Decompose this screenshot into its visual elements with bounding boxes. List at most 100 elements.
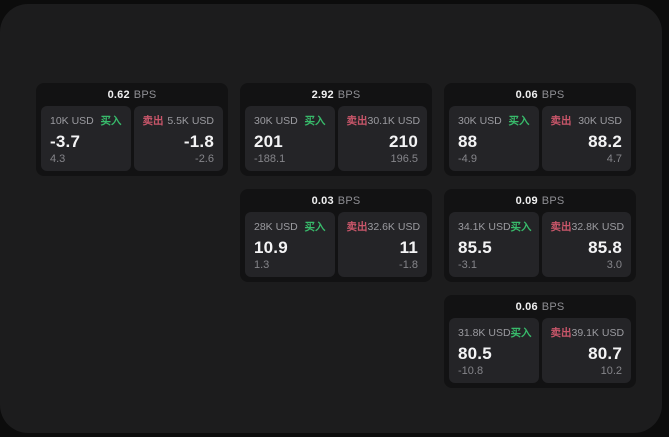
quote-card: 0.06 BPS 31.8K USD 买入 80.5 -10.8 卖出 39.1… (444, 295, 636, 388)
sell-amount: 32.8K USD (571, 221, 625, 233)
quote-card: 0.62 BPS 10K USD 买入 -3.7 4.3 卖出 5.5K USD… (36, 83, 228, 176)
sell-delta: -1.8 (399, 259, 418, 271)
bps-header: 0.06 BPS (444, 295, 636, 318)
sell-delta: 4.7 (606, 153, 622, 165)
sell-tag: 卖出 (346, 221, 368, 233)
sell-price: 85.8 (588, 238, 622, 257)
buy-tag: 买入 (304, 221, 326, 233)
buy-panel-top: 30K USD 买入 (458, 113, 530, 128)
buy-panel[interactable]: 30K USD 买入 88 -4.9 (449, 106, 539, 171)
bps-unit-label: BPS (337, 194, 361, 207)
buy-price: 85.5 (458, 238, 492, 257)
buy-delta: -3.1 (458, 259, 477, 271)
sell-amount: 30K USD (578, 115, 622, 127)
buy-panel-top: 34.1K USD 买入 (458, 219, 532, 234)
quote-card: 0.09 BPS 34.1K USD 买入 85.5 -3.1 卖出 32.8K… (444, 189, 636, 282)
buy-tag: 买入 (304, 115, 326, 127)
sell-panel[interactable]: 卖出 32.8K USD 85.8 3.0 (541, 212, 631, 277)
bps-header: 0.62 BPS (36, 83, 228, 106)
sell-panel[interactable]: 卖出 30.1K USD 210 196.5 (337, 106, 427, 171)
quote-card: 0.06 BPS 30K USD 买入 88 -4.9 卖出 30K USD 8… (444, 83, 636, 176)
sell-price: 80.7 (588, 344, 622, 363)
buy-panel[interactable]: 31.8K USD 买入 80.5 -10.8 (449, 318, 539, 383)
buy-price: 201 (254, 132, 283, 151)
buy-panel-top: 28K USD 买入 (254, 219, 326, 234)
bps-header: 0.03 BPS (240, 189, 432, 212)
sell-tag: 卖出 (550, 327, 572, 339)
cards-grid: 0.62 BPS 10K USD 买入 -3.7 4.3 卖出 5.5K USD… (36, 83, 636, 388)
buy-tag: 买入 (510, 327, 532, 339)
sell-panel-top: 卖出 5.5K USD (143, 113, 215, 128)
sell-price: 11 (399, 238, 418, 257)
sell-panel[interactable]: 卖出 30K USD 88.2 4.7 (541, 106, 631, 171)
buy-panel-top: 10K USD 买入 (50, 113, 122, 128)
buy-price: -3.7 (50, 132, 81, 151)
bps-value: 0.09 (515, 194, 538, 207)
bps-header: 0.09 BPS (444, 189, 636, 212)
sell-panel[interactable]: 卖出 32.6K USD 11 -1.8 (337, 212, 427, 277)
bps-value: 0.06 (515, 300, 538, 313)
sell-delta: 10.2 (600, 365, 622, 377)
sell-delta: 196.5 (390, 153, 418, 165)
bps-unit-label: BPS (541, 88, 565, 101)
sell-panel[interactable]: 卖出 39.1K USD 80.7 10.2 (541, 318, 631, 383)
buy-delta: 4.3 (50, 153, 66, 165)
bps-value: 0.06 (515, 88, 538, 101)
buy-delta: -10.8 (458, 365, 484, 377)
buy-panel-top: 31.8K USD 买入 (458, 325, 532, 340)
buy-tag: 买入 (100, 115, 122, 127)
sell-panel-top: 卖出 30K USD (551, 113, 623, 128)
quote-panels: 30K USD 买入 88 -4.9 卖出 30K USD 88.2 4.7 (444, 106, 636, 176)
buy-panel[interactable]: 30K USD 买入 201 -188.1 (245, 106, 335, 171)
quote-panels: 31.8K USD 买入 80.5 -10.8 卖出 39.1K USD 80.… (444, 318, 636, 388)
sell-tag: 卖出 (550, 221, 572, 233)
sell-panel-top: 卖出 30.1K USD (346, 113, 421, 128)
buy-panel[interactable]: 10K USD 买入 -3.7 4.3 (41, 106, 131, 171)
quote-panels: 30K USD 买入 201 -188.1 卖出 30.1K USD 210 1… (240, 106, 432, 176)
bps-header: 0.06 BPS (444, 83, 636, 106)
buy-panel[interactable]: 28K USD 买入 10.9 1.3 (245, 212, 335, 277)
buy-price: 10.9 (254, 238, 288, 257)
sell-price: 210 (389, 132, 418, 151)
buy-tag: 买入 (508, 115, 530, 127)
bps-value: 0.03 (311, 194, 334, 207)
buy-delta: -4.9 (458, 153, 477, 165)
buy-amount: 28K USD (254, 221, 298, 233)
sell-amount: 39.1K USD (571, 327, 625, 339)
bps-unit-label: BPS (541, 300, 565, 313)
bps-value: 0.62 (107, 88, 130, 101)
sell-delta: 3.0 (606, 259, 622, 271)
sell-panel[interactable]: 卖出 5.5K USD -1.8 -2.6 (133, 106, 223, 171)
buy-tag: 买入 (510, 221, 532, 233)
sell-tag: 卖出 (346, 115, 368, 127)
buy-amount: 30K USD (254, 115, 298, 127)
sell-delta: -2.6 (195, 153, 214, 165)
buy-amount: 10K USD (50, 115, 94, 127)
buy-delta: 1.3 (254, 259, 270, 271)
buy-delta: -188.1 (254, 153, 286, 165)
sell-amount: 32.6K USD (367, 221, 421, 233)
sell-panel-top: 卖出 32.6K USD (346, 219, 421, 234)
buy-amount: 34.1K USD (458, 221, 511, 233)
sell-panel-top: 卖出 39.1K USD (550, 325, 625, 340)
sell-price: -1.8 (183, 132, 214, 151)
bps-value: 2.92 (311, 88, 334, 101)
buy-amount: 30K USD (458, 115, 502, 127)
quote-panels: 34.1K USD 买入 85.5 -3.1 卖出 32.8K USD 85.8… (444, 212, 636, 282)
quote-panels: 10K USD 买入 -3.7 4.3 卖出 5.5K USD -1.8 -2.… (36, 106, 228, 176)
sell-tag: 卖出 (550, 115, 572, 127)
sell-amount: 30.1K USD (367, 115, 421, 127)
quote-card: 0.03 BPS 28K USD 买入 10.9 1.3 卖出 32.6K US… (240, 189, 432, 282)
sell-panel-top: 卖出 32.8K USD (550, 219, 625, 234)
buy-price: 80.5 (458, 344, 492, 363)
sell-amount: 5.5K USD (167, 115, 214, 127)
sell-price: 88.2 (588, 132, 622, 151)
buy-price: 88 (458, 132, 478, 151)
bps-header: 2.92 BPS (240, 83, 432, 106)
bps-unit-label: BPS (133, 88, 157, 101)
sell-tag: 卖出 (142, 115, 164, 127)
buy-panel[interactable]: 34.1K USD 买入 85.5 -3.1 (449, 212, 539, 277)
quote-card: 2.92 BPS 30K USD 买入 201 -188.1 卖出 30.1K … (240, 83, 432, 176)
bps-unit-label: BPS (337, 88, 361, 101)
buy-amount: 31.8K USD (458, 327, 511, 339)
